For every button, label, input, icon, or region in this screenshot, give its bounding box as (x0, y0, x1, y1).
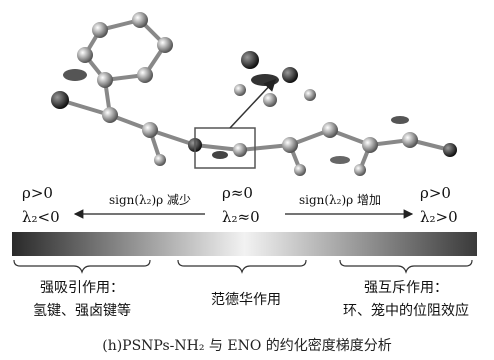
figure: ρ>0 λ₂<0 sign(λ₂)ρ 减少 ρ≈0 λ₂≈0 sign(λ₂)ρ… (0, 0, 494, 360)
center-label: 范德华作用 (211, 291, 281, 308)
right-label-2: 环、笼中的位阻效应 (343, 302, 469, 319)
left-label-1: 强吸引作用： (40, 280, 124, 296)
left-arrow-label: sign(λ₂)ρ 减少 (109, 193, 191, 207)
braces (14, 260, 472, 272)
right-lambda: λ₂>0 (420, 208, 458, 226)
left-lambda: λ₂<0 (22, 208, 60, 226)
center-rho: ρ≈0 (222, 184, 253, 202)
right-label-1: 强互斥作用： (364, 280, 448, 296)
atoms (51, 12, 457, 176)
left-label-2: 氢键、强卤键等 (33, 302, 131, 319)
caption: (h)PSNPs-NH₂ 与 ENO 的约化密度梯度分析 (102, 337, 392, 354)
page: {"left":{"rho":"ρ>0","lambda":"λ₂<0","ar… (0, 0, 494, 360)
right-arrow-label: sign(λ₂)ρ 增加 (299, 193, 381, 207)
center-lambda: λ₂≈0 (222, 208, 260, 226)
inset (234, 51, 316, 107)
gradient-bar (12, 232, 477, 256)
left-rho: ρ>0 (22, 184, 53, 202)
right-rho: ρ>0 (420, 184, 451, 202)
